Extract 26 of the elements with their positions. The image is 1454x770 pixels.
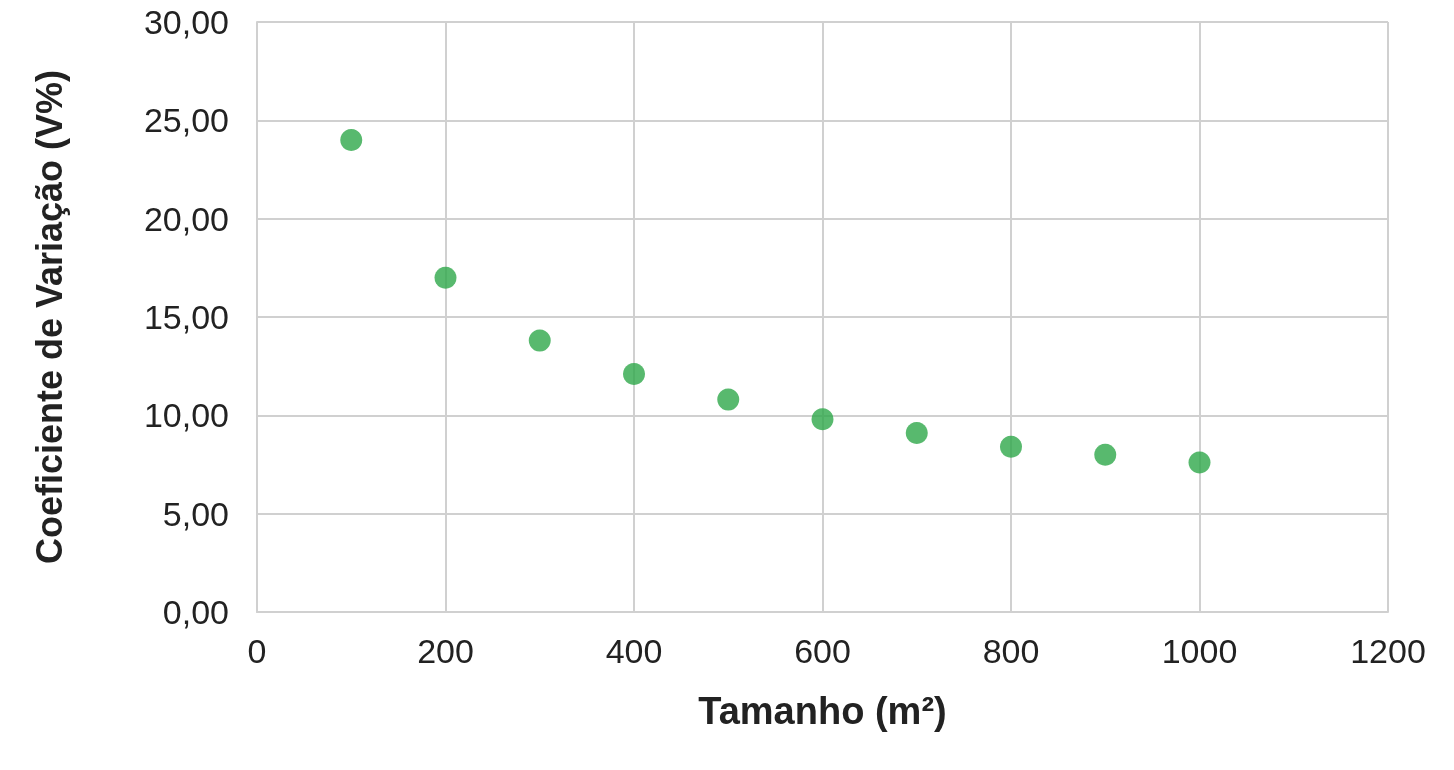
x-tick-label: 400 xyxy=(605,632,663,670)
x-tick-label: 1000 xyxy=(1161,632,1238,670)
point xyxy=(1094,443,1117,466)
y-tick-label: 15,00 xyxy=(143,298,229,336)
y-tick-label: 5,00 xyxy=(162,494,229,533)
y-tick-label: 0,00 xyxy=(162,593,229,631)
point xyxy=(717,388,740,411)
point xyxy=(1188,451,1211,474)
point xyxy=(528,329,551,352)
point xyxy=(1000,435,1022,458)
y-tick-label: 20,00 xyxy=(143,199,229,238)
x-tick-label: 800 xyxy=(982,632,1040,670)
point xyxy=(340,129,363,151)
point xyxy=(434,266,457,289)
point xyxy=(811,408,834,431)
point xyxy=(623,363,645,386)
x-tick-label: 200 xyxy=(417,632,474,670)
x-tick-label: 600 xyxy=(794,632,851,670)
y-tick-label: 10,00 xyxy=(143,396,229,435)
y-tick-label: 30,00 xyxy=(143,3,229,41)
x-tick-label: 1200 xyxy=(1350,632,1426,670)
y-axis-title: Coeficiente de Variação (V%) xyxy=(28,69,70,565)
point xyxy=(905,422,928,445)
x-axis-title: Tamanho (m²) xyxy=(698,690,947,732)
x-tick-label: 0 xyxy=(247,632,267,670)
y-tick-label: 25,00 xyxy=(143,101,229,140)
